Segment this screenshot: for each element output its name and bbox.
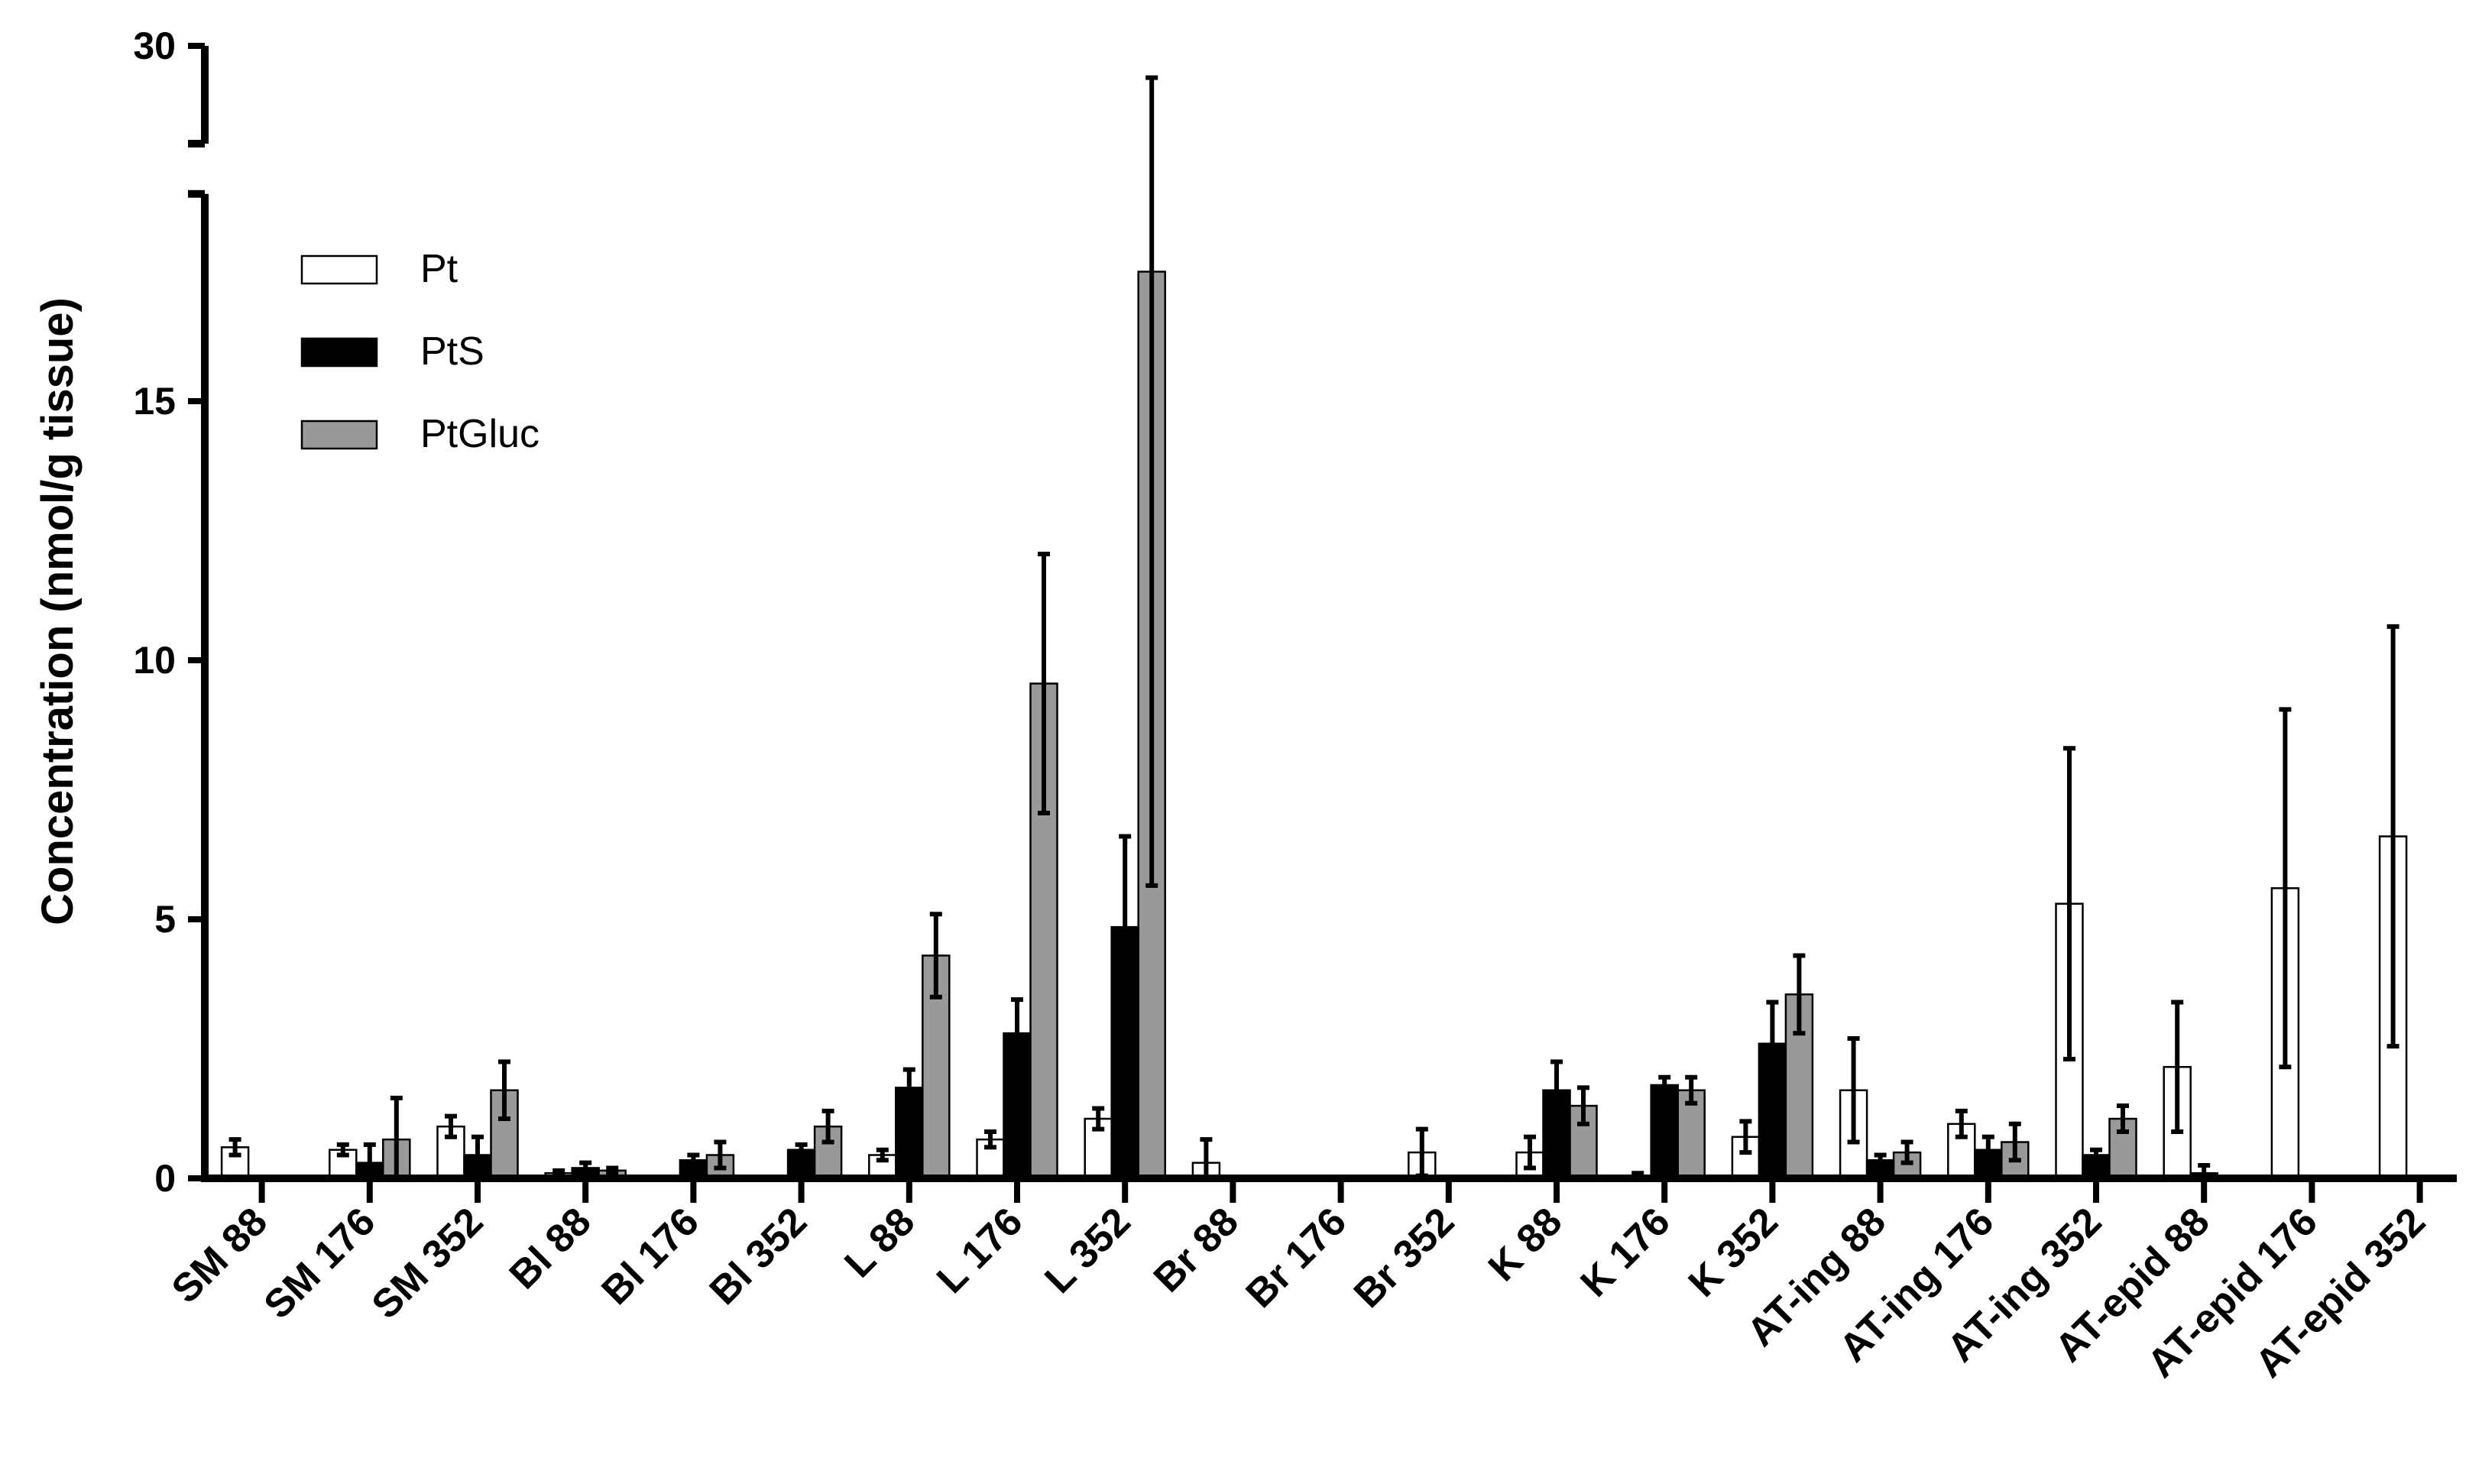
y-tick-label-30: 30 xyxy=(133,24,176,67)
x-tick-label-2: SM 352 xyxy=(364,1199,492,1327)
legend-label-pt: Pt xyxy=(420,247,458,291)
x-tick-label-9: Br 88 xyxy=(1145,1199,1247,1301)
legend-swatch-pts xyxy=(300,337,378,368)
x-tick-label-7: L 176 xyxy=(928,1199,1031,1301)
y-tick-label-0: 0 xyxy=(154,1157,176,1200)
y-tick-label-15: 15 xyxy=(133,380,176,423)
y-tick-label-10: 10 xyxy=(133,639,176,682)
legend-swatch-pt xyxy=(300,254,378,285)
legend-swatch-ptgluc xyxy=(300,420,378,450)
x-tick-label-5: Bl 352 xyxy=(702,1199,815,1313)
x-tick-label-12: K 88 xyxy=(1480,1199,1571,1290)
legend-label-pts: PtS xyxy=(420,329,484,374)
x-tick-label-14: K 352 xyxy=(1680,1199,1787,1305)
legend-label-ptgluc: PtGluc xyxy=(420,412,539,456)
x-tick-label-10: Br 176 xyxy=(1238,1199,1355,1316)
x-tick-label-6: L 88 xyxy=(836,1199,923,1286)
bar-pts-13 xyxy=(1650,1084,1679,1180)
x-tick-label-13: K 176 xyxy=(1573,1199,1679,1305)
x-tick-label-11: Br 352 xyxy=(1346,1199,1463,1316)
x-tick-label-4: Bl 176 xyxy=(594,1199,708,1313)
x-tick-label-8: L 352 xyxy=(1036,1199,1139,1301)
x-tick-label-1: SM 176 xyxy=(256,1199,384,1327)
y-tick-label-5: 5 xyxy=(154,898,176,941)
y-axis-title: Concentration (nmol/g tissue) xyxy=(33,297,83,925)
x-tick-label-3: Bl 88 xyxy=(501,1199,600,1298)
